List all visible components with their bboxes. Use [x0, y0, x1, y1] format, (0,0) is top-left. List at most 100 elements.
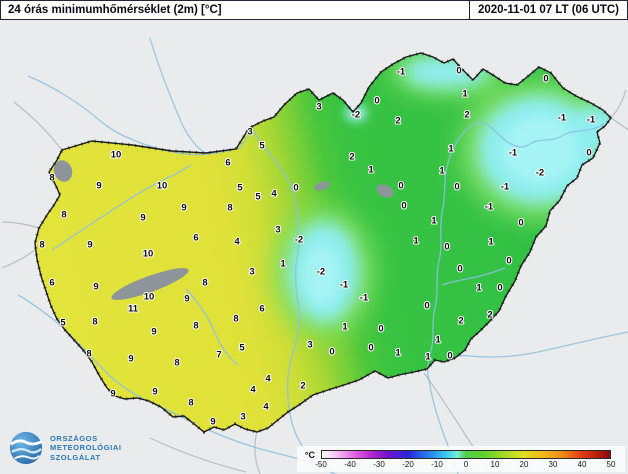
station-value: 9 [210, 417, 215, 428]
map-title: 24 órás minimumhőmérséklet (2m) [°C] [8, 4, 222, 16]
station-value: 4 [265, 374, 271, 385]
station-value: 4 [234, 237, 240, 248]
station-value: 0 [424, 301, 429, 312]
station-value: 9 [152, 387, 157, 398]
border-at-si [1, 221, 40, 229]
legend-tick-label: 0 [463, 460, 469, 469]
station-value: 0 [398, 181, 403, 192]
station-value: 10 [111, 150, 122, 161]
station-value: 0 [454, 182, 459, 193]
logo-line-2: METEOROLÓGIAI [50, 443, 122, 453]
station-value: 0 [497, 283, 502, 294]
station-value: -1 [340, 280, 349, 291]
station-value: 0 [293, 183, 298, 194]
legend-tick-label: -30 [373, 460, 385, 469]
header: 24 órás minimumhőmérséklet (2m) [°C] 202… [0, 0, 628, 20]
station-value: 9 [96, 181, 101, 192]
station-value: 3 [247, 127, 252, 138]
border-hr-ba [149, 437, 247, 473]
station-value: -1 [509, 148, 518, 159]
legend-tick-label: 50 [606, 460, 616, 469]
station-value: 3 [316, 102, 321, 113]
station-value: 0 [401, 201, 406, 212]
station-value: 8 [39, 240, 44, 251]
station-value: 8 [227, 203, 232, 214]
station-value: 0 [586, 148, 591, 159]
legend-tick-label: -40 [344, 460, 356, 469]
legend-tick-label: -50 [315, 460, 327, 469]
danube-river [119, 130, 301, 415]
station-value: -2 [352, 110, 360, 121]
station-value: 1 [413, 236, 419, 247]
station-value: 1 [395, 348, 401, 359]
station-value: 10 [143, 249, 154, 260]
station-value: 8 [188, 398, 193, 409]
station-value: 8 [92, 317, 97, 328]
logo-line-3: SZOLGÁLAT [50, 452, 101, 462]
drava-river [59, 324, 197, 425]
station-value: 0 [378, 324, 383, 335]
omsz-logo-text: ORSZÁGOS METEOROLÓGIAI SZOLGÁLAT [50, 434, 122, 463]
maros-river [453, 331, 628, 358]
border-ua-ro [610, 117, 628, 131]
danube-upstream-river [27, 75, 121, 135]
station-value: 3 [307, 340, 312, 351]
station-value: 5 [239, 343, 245, 354]
station-value: -1 [360, 293, 369, 304]
station-value: 8 [233, 314, 238, 325]
legend-unit: °C [304, 450, 315, 460]
station-value: 9 [181, 203, 186, 214]
station-value: 4 [263, 402, 269, 413]
lake-ferto [53, 160, 73, 182]
map-datetime: 2020-11-01 07 LT (06 UTC) [468, 1, 627, 19]
omsz-logo: ORSZÁGOS METEOROLÓGIAI SZOLGÁLAT [8, 430, 122, 466]
station-value: 1 [435, 335, 441, 346]
station-value: 3 [240, 412, 245, 423]
legend-tick-label: 40 [577, 460, 587, 469]
temperature-legend: °C -50 -40 -30 -20 -10 0 10 20 30 40 50 [296, 446, 625, 472]
station-value: 8 [86, 349, 91, 360]
tisza-river [426, 121, 605, 375]
station-value: 2 [300, 381, 305, 392]
station-value: 0 [506, 256, 511, 267]
legend-tick-label: 20 [519, 460, 529, 469]
border-at-sk [13, 101, 63, 151]
rivers-inside [51, 121, 605, 425]
lake-balaton [111, 268, 189, 300]
station-value: 8 [174, 358, 179, 369]
station-value: 1 [280, 259, 286, 270]
hungary-region [35, 53, 611, 432]
station-value: 4 [250, 385, 256, 396]
station-value: 2 [458, 316, 463, 327]
station-value: 5 [259, 141, 265, 152]
sio-river [185, 288, 239, 366]
station-value: 0 [447, 351, 452, 362]
raba-river [51, 164, 192, 251]
station-value: 0 [543, 74, 548, 85]
station-value: 8 [202, 278, 207, 289]
station-value: 0 [368, 343, 373, 354]
station-value: 9 [128, 354, 133, 365]
station-value: 1 [425, 352, 431, 363]
station-value: 2 [487, 310, 492, 321]
legend-tick-label: -20 [402, 460, 414, 469]
station-value: 5 [60, 318, 66, 329]
station-value: -1 [558, 113, 567, 124]
lakes [53, 160, 394, 300]
lake-tisza [376, 184, 394, 198]
vah-river [149, 37, 205, 153]
station-value: 11 [128, 304, 139, 315]
station-value: 1 [431, 216, 437, 227]
omsz-logo-icon [9, 431, 43, 465]
station-value: 0 [518, 218, 523, 229]
station-value: -2 [317, 267, 325, 278]
station-value: 8 [193, 321, 198, 332]
station-value: 9 [184, 294, 189, 305]
station-value: 2 [395, 116, 400, 127]
lake-velence [314, 181, 330, 191]
station-value: 9 [87, 240, 92, 251]
border-si-hr [1, 249, 36, 269]
station-value: -1 [397, 67, 406, 78]
station-value: 0 [457, 264, 462, 275]
